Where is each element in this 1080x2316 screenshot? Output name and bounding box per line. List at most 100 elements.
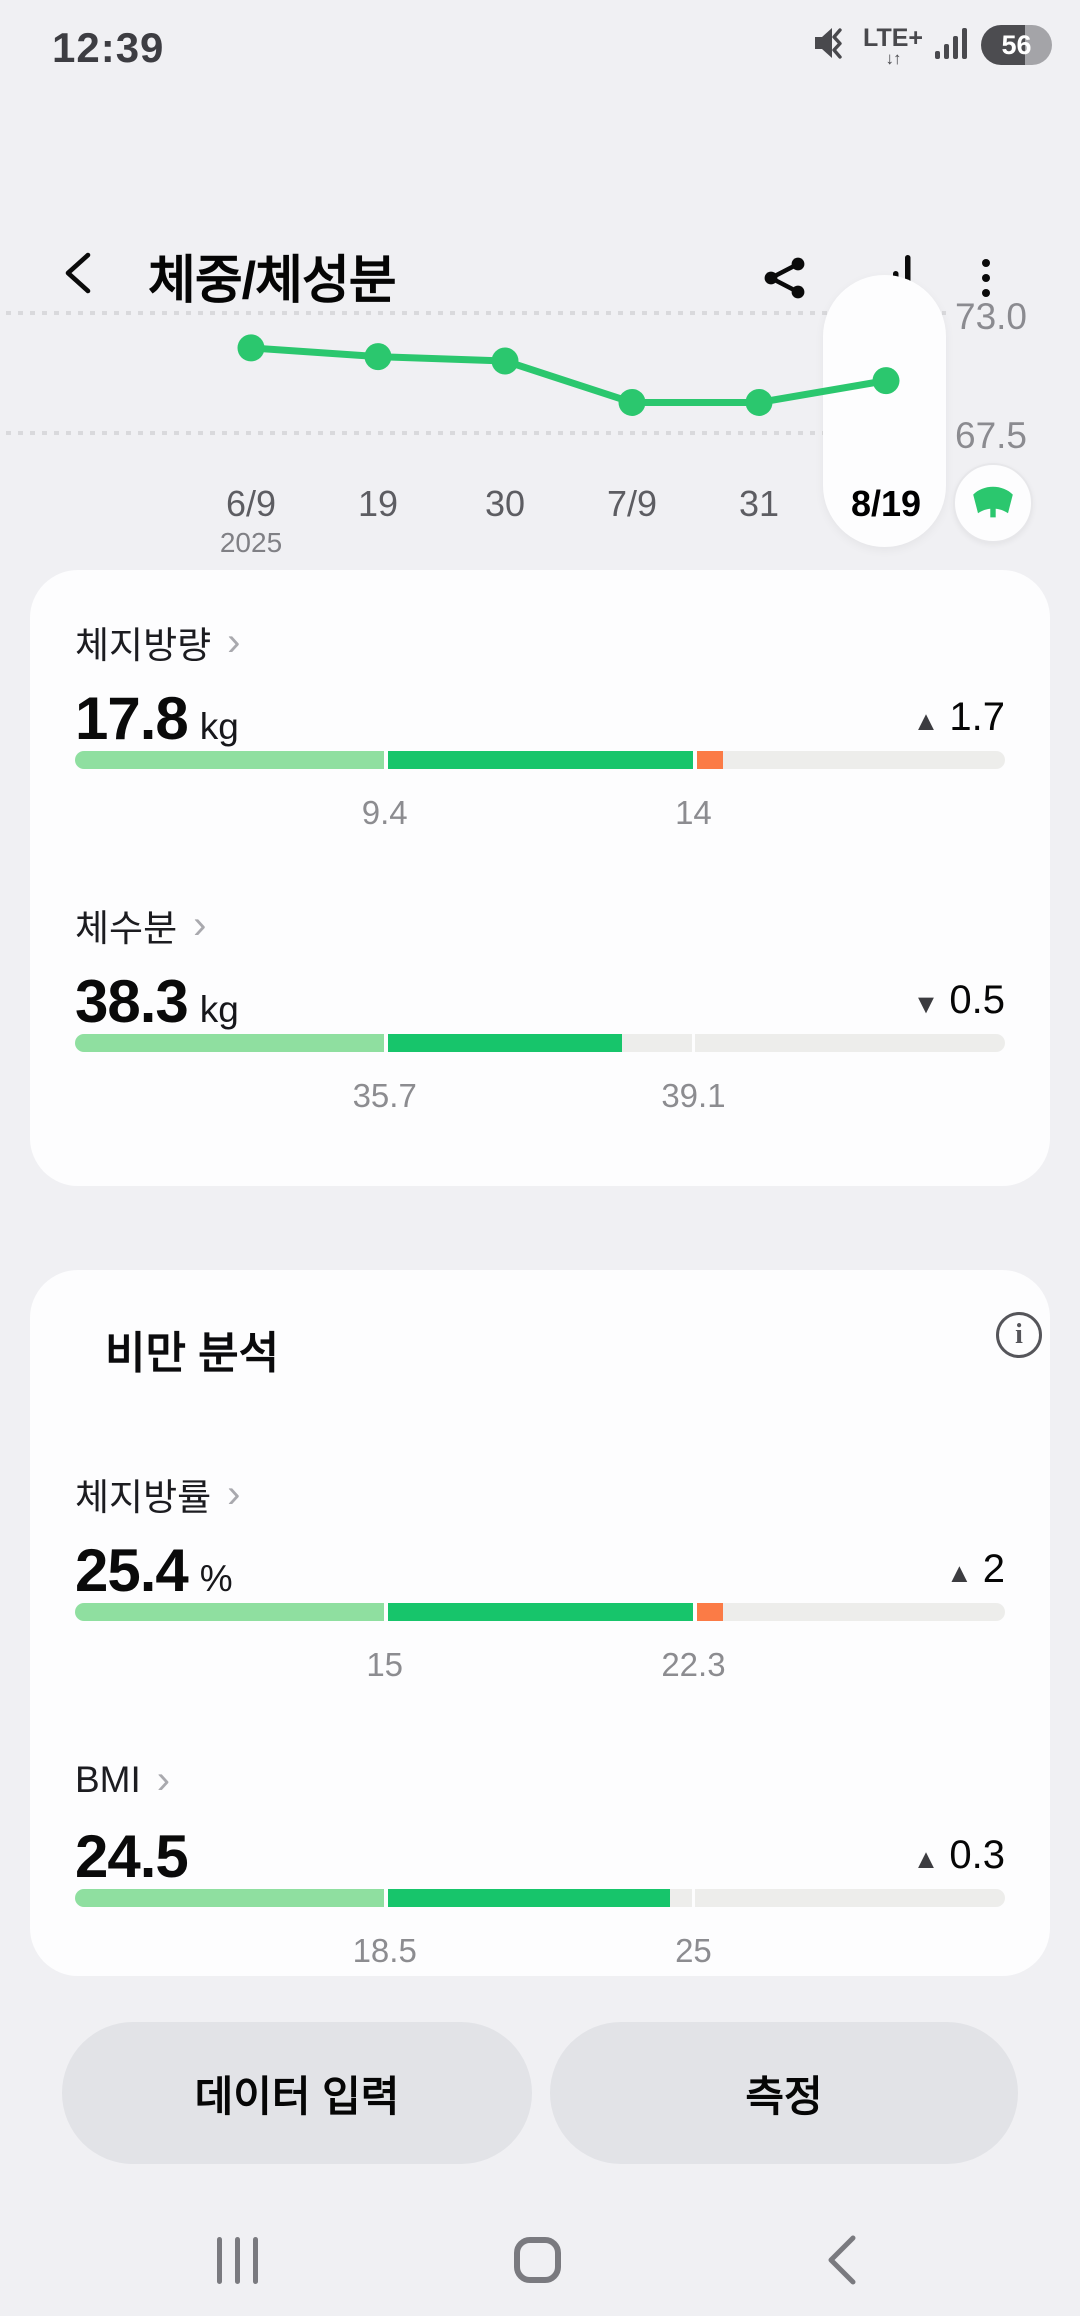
data-point-7/9[interactable]	[618, 388, 646, 416]
app-header: 체중/체성분	[0, 100, 1080, 310]
bar-segment-dark	[388, 1603, 694, 1621]
chevron-right-icon: ›	[156, 1758, 171, 1802]
range-bar	[75, 1603, 1005, 1621]
recents-icon	[216, 2236, 258, 2284]
home-button[interactable]	[502, 2225, 572, 2295]
metric-change: ▲ 1.7	[913, 695, 1005, 740]
metric-label: 체수분	[75, 908, 178, 949]
bar-segment-light	[75, 1034, 384, 1052]
gridline-top	[6, 311, 946, 315]
range-bar	[75, 1034, 1005, 1052]
metric-value-row: 17.8 kg ▲ 1.7	[75, 684, 1005, 752]
data-point-31[interactable]	[745, 388, 773, 416]
metric-value: 24.5	[75, 1823, 189, 1890]
metric-value-row: 24.5 ▲ 0.3	[75, 1822, 1005, 1890]
change-value: 0.5	[949, 978, 1005, 1022]
home-icon	[513, 2237, 561, 2283]
chevron-right-icon: ›	[227, 620, 241, 664]
signal-strength-icon	[935, 23, 969, 68]
back-button[interactable]	[58, 250, 104, 296]
card-title: 비만 분석	[105, 1329, 280, 1378]
volume-mute-icon	[809, 22, 851, 69]
metric-change: ▼ 0.5	[913, 978, 1005, 1023]
change-value: 0.3	[949, 1833, 1005, 1877]
metric-unit: kg	[199, 989, 239, 1030]
bar-segment-light	[75, 1603, 384, 1621]
bar-segment-track	[723, 751, 1005, 769]
status-icons: LTE+ ↓↑ 56	[809, 0, 1052, 90]
x-axis-label-30[interactable]: 30	[484, 483, 526, 524]
data-point-19[interactable]	[364, 343, 392, 371]
change-up-icon: ▲	[912, 706, 940, 736]
network-type-label: LTE+	[863, 23, 923, 52]
battery-indicator: 56	[981, 25, 1052, 65]
metric-label: BMI	[75, 1759, 141, 1800]
range-bar	[75, 1889, 1005, 1907]
metric-unit: %	[199, 1558, 233, 1599]
lte-plus-indicator: LTE+ ↓↑	[863, 23, 923, 68]
metric-value-row: 25.4 % ▲ 2	[75, 1536, 1005, 1604]
x-axis-labels: 6/9 19 30 7/9 31 8/19	[0, 483, 1080, 527]
data-arrows-icon: ↓↑	[885, 48, 902, 68]
recents-button[interactable]	[202, 2225, 272, 2295]
x-axis-label-7/9[interactable]: 7/9	[606, 483, 658, 524]
metric-value: 25.4	[75, 1537, 189, 1604]
metric-link[interactable]: 체수분 ›	[75, 905, 206, 949]
bar-segment-track	[621, 1034, 692, 1052]
metric-label: 체지방률	[75, 1477, 212, 1518]
x-axis-label-31[interactable]: 31	[738, 483, 780, 524]
more-options-button[interactable]	[962, 254, 1010, 302]
metric-body-fat-mass: 체지방량 › 17.8 kg ▲ 1.7 9.4 14	[75, 620, 1005, 831]
back-chevron-icon	[828, 2235, 856, 2285]
gridline-bottom	[6, 431, 946, 435]
enter-data-button[interactable]: 데이터 입력	[62, 2022, 532, 2164]
year-label: 2025	[219, 527, 283, 558]
range-low-label: 15	[366, 1646, 404, 1683]
metric-change: ▲ 0.3	[913, 1833, 1005, 1878]
range-labels: 9.4 14	[75, 788, 1005, 831]
x-axis-label-19[interactable]: 19	[357, 483, 399, 524]
data-point-8/19[interactable]	[872, 367, 900, 395]
bar-segment-light	[75, 751, 384, 769]
bar-segment-track	[695, 1889, 1005, 1907]
metric-link[interactable]: 체지방률 ›	[75, 1474, 241, 1518]
metric-link[interactable]: BMI ›	[75, 1758, 171, 1802]
change-up-icon: ▲	[946, 1558, 973, 1588]
weight-trend-chart[interactable]: 73.0 67.5 6/9 19 30 7/9 31 8/19 2025	[0, 200, 1080, 570]
metric-body-water: 체수분 › 38.3 kg ▼ 0.5 35.7 39.1	[75, 905, 1005, 1114]
bar-segment-alert	[697, 1603, 724, 1621]
range-high-label: 14	[675, 794, 712, 831]
bar-segment-track	[695, 1034, 1005, 1052]
status-time: 12:39	[52, 24, 165, 71]
metric-value-row: 38.3 kg ▼ 0.5	[75, 967, 1005, 1035]
x-axis-label-8/19[interactable]: 8/19	[850, 483, 922, 524]
data-point-30[interactable]	[491, 347, 519, 375]
system-navbar	[0, 2205, 1080, 2316]
range-high-label: 25	[675, 1932, 712, 1969]
range-labels: 35.7 39.1	[75, 1071, 1005, 1114]
data-point-6/9[interactable]	[237, 334, 265, 362]
status-bar: 12:39 LTE+ ↓↑ 56	[0, 0, 1080, 90]
bar-segment-alert	[697, 751, 724, 769]
weight-scale-button[interactable]	[953, 463, 1033, 543]
change-up-icon: ▲	[912, 1844, 940, 1874]
obesity-analysis-card: 비만 분석 i 체지방률 › 25.4 % ▲ 2 15 22.3	[30, 1270, 1050, 1976]
metric-label: 체지방량	[75, 625, 212, 666]
y-axis-label-min: 67.5	[955, 415, 1028, 456]
nav-back-button[interactable]	[807, 2225, 877, 2295]
metric-bmi: BMI › 24.5 ▲ 0.3 18.5 25	[75, 1758, 1005, 1969]
metric-link[interactable]: 체지방량 ›	[75, 620, 241, 666]
selected-date-highlight	[823, 275, 946, 547]
measure-button[interactable]: 측정	[550, 2022, 1018, 2164]
battery-percent: 56	[1001, 29, 1032, 60]
info-button[interactable]: i	[996, 1312, 1042, 1358]
share-button[interactable]	[761, 254, 809, 302]
range-high-label: 22.3	[661, 1646, 726, 1683]
bar-segment-dark	[388, 751, 694, 769]
metric-unit: kg	[199, 706, 239, 747]
line-chart[interactable]	[0, 200, 1080, 570]
range-labels: 15 22.3	[75, 1640, 1005, 1683]
back-icon	[65, 252, 91, 294]
x-axis-label-6/9[interactable]: 6/9	[225, 483, 277, 524]
